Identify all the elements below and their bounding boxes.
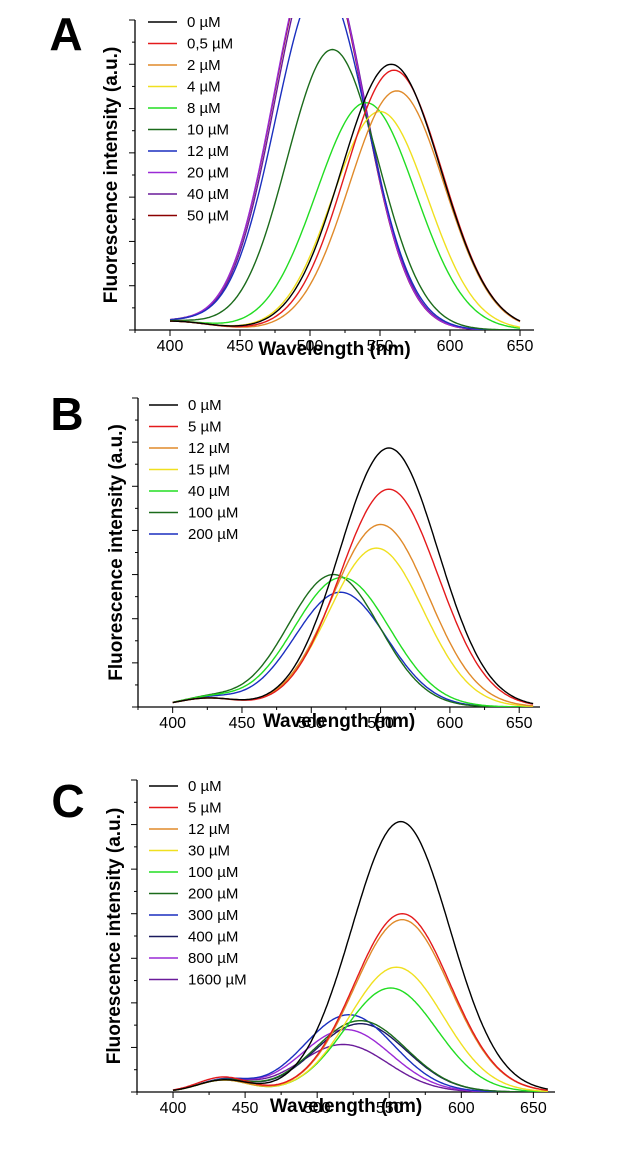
legend-label: 0 µM [188, 397, 222, 414]
legend-label: 2 µM [187, 57, 221, 74]
x-tick-label: 600 [437, 715, 464, 732]
x-tick-label: 400 [157, 338, 184, 355]
series-line-20-m [169, 18, 520, 330]
y-axis-title: Fluorescence intensity (a.u.) [106, 424, 127, 681]
series-line-40-m [172, 576, 534, 707]
x-tick-label: 500 [298, 715, 325, 732]
legend-label: 100 µM [188, 864, 238, 881]
series-line-10-m [169, 48, 520, 330]
panel-letter: B [50, 388, 83, 440]
legend-label: 5 µM [188, 419, 222, 436]
legend: 0 µM 0,5 µM 2 µM 4 µM 8 µM 10 µM 12 µM 20 µM 40 … [148, 14, 233, 225]
series-group [169, 18, 521, 330]
panel-letter: A [49, 8, 82, 60]
legend-label: 100 µM [188, 505, 238, 522]
legend-label: 0 µM [188, 778, 222, 795]
x-tick-label: 600 [437, 338, 464, 355]
legend-label: 1600 µM [188, 972, 247, 989]
series-line-400-m [172, 1023, 548, 1092]
legend-label: 30 µM [188, 843, 230, 860]
x-axis-title: Wavelength (nm) [258, 339, 410, 360]
x-tick-label: 650 [506, 715, 533, 732]
legend-label: 200 µM [188, 886, 238, 903]
chart-panel-c: C 400 450 500 550 600 650 Wavelength (nm) Fluore… [51, 775, 555, 1117]
x-tick-label: 500 [297, 338, 324, 355]
y-axis-title: Fluorescence intensity (a.u.) [101, 47, 122, 304]
x-axis-title: Wavelength (nm) [263, 711, 415, 732]
series-line-15-m [172, 547, 534, 707]
legend-label: 5 µM [188, 800, 222, 817]
x-tick-label: 600 [448, 1100, 475, 1117]
legend: 0 µM 5 µM 12 µM 30 µM 100 µM 200 µM 300 µM 400 … [149, 778, 247, 989]
x-tick-label: 550 [367, 338, 394, 355]
legend-label: 0 µM [187, 14, 221, 31]
x-tick-label: 550 [367, 715, 394, 732]
legend: 0 µM 5 µM 12 µM 15 µM 40 µM 100 µM 200 µM [149, 397, 238, 543]
legend-label: 200 µM [188, 526, 238, 543]
series-line-0-m [172, 820, 548, 1091]
legend-label: 40 µM [188, 483, 230, 500]
legend-label: 4 µM [187, 79, 221, 96]
legend-label: 0,5 µM [187, 36, 233, 53]
legend-label: 400 µM [188, 929, 238, 946]
legend-label: 12 µM [188, 821, 230, 838]
series-line-0-m [170, 63, 521, 327]
legend-label: 20 µM [187, 165, 229, 182]
x-axis-title: Wavelength (nm) [270, 1096, 422, 1117]
legend-label: 12 µM [188, 440, 230, 457]
legend-label: 50 µM [187, 208, 229, 225]
chart-panel-a: A 400 450 500 550 600 650 Wavelength (nm) Fluore… [49, 8, 534, 360]
series-line-0-m [172, 447, 534, 705]
panel-letter: C [51, 775, 84, 827]
series-line-5-m [172, 912, 548, 1091]
series-group [172, 820, 548, 1092]
legend-label: 15 µM [188, 462, 230, 479]
series-line-1600-m [172, 1043, 548, 1092]
series-line-200-m [172, 591, 534, 707]
x-tick-label: 400 [159, 715, 186, 732]
x-tick-label: 500 [304, 1100, 331, 1117]
legend-label: 300 µM [188, 907, 238, 924]
series-line-12-m [172, 523, 534, 707]
x-tick-label: 650 [507, 338, 534, 355]
chart-panel-b: B 400 450 500 550 600 650 Wavelength (nm) Fluore… [50, 388, 540, 732]
x-tick-label: 450 [227, 338, 254, 355]
legend-label: 12 µM [187, 143, 229, 160]
x-tick-label: 450 [232, 1100, 259, 1117]
y-axis-title: Fluorescence intensity (a.u.) [104, 808, 125, 1065]
x-tick-label: 450 [229, 715, 256, 732]
legend-label: 800 µM [188, 950, 238, 967]
x-tick-label: 650 [520, 1100, 547, 1117]
series-line-100-m [172, 573, 534, 707]
series-line-200-m [172, 1020, 548, 1092]
series-group [172, 447, 534, 707]
legend-label: 40 µM [187, 186, 229, 203]
x-tick-label: 400 [160, 1100, 187, 1117]
legend-label: 10 µM [187, 122, 229, 139]
legend-label: 8 µM [187, 100, 221, 117]
series-line-12-m [169, 18, 520, 330]
x-tick-label: 550 [376, 1100, 403, 1117]
series-line-8-m [169, 101, 521, 329]
